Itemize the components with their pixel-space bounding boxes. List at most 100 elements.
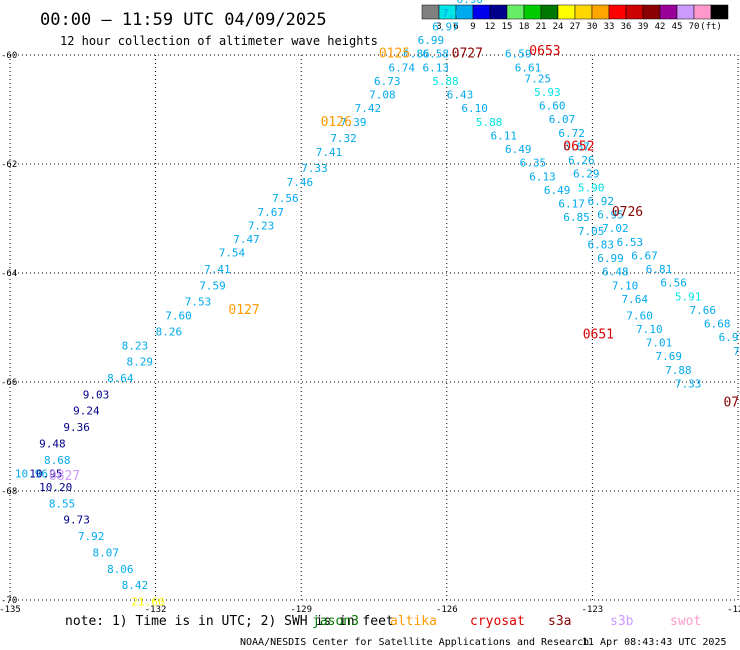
y-tick-label: -70 [1,596,17,606]
wave-height-point: 6.92 [588,195,615,208]
wave-height-point: 6.74 [389,61,416,74]
wave-height-point: 10.20 [39,481,72,494]
y-tick-label: -68 [1,487,17,497]
wave-height-point: 7.56 [272,192,299,205]
colorbar-swatch [506,4,525,20]
wave-height-point: 6.60 [539,100,566,113]
colorbar-label: 12 [485,22,496,32]
wave-height-point: 6.97 [432,20,459,33]
wave-height-point: 7.69 [655,350,682,363]
wave-height-point: 6.26 [568,154,595,167]
wave-height-point: 8.26 [156,326,183,339]
colorbar-swatch [676,4,695,20]
wave-height-point: 8.29 [126,356,153,369]
colorbar-label: 36 [621,22,632,32]
wave-height-point: 8.68 [44,454,70,467]
wave-height-point: 6.13 [423,61,450,74]
colorbar-label: 30 [587,22,598,32]
wave-height-point: 6.58 [423,48,450,61]
wave-height-point: 7.09 [442,7,469,20]
wave-height-point: 10.95 [29,467,62,480]
satellite-legend-item: cryosat [470,614,525,629]
wave-height-point: 6.95 [597,209,624,222]
wave-height-point: 9.73 [63,514,90,527]
wave-height-point: 6.85 [563,211,590,224]
wave-height-point: 5.88 [476,116,503,129]
wave-height-point: 6.29 [573,168,600,181]
pass-time-label: 0126 [321,115,352,130]
wave-height-point: 7.32 [330,132,357,145]
note-text: note: 1) Time is in UTC; 2) SWH is in fe… [65,614,394,629]
wave-height-point: 7.60 [165,309,192,322]
track-cryosat-0727: 6.586.135.886.436.105.886.116.496.356.13… [423,48,702,391]
wave-height-point: 8.07 [93,546,120,559]
track-altika-0125: 10.968.68 9.48 9.36 9.24 9.03 8.64 8.29 8.23 8.2… [15,0,484,480]
wave-height-point: 6.72 [558,127,585,140]
wave-height-point: 6.81 [646,263,673,276]
colorbar-label: 39 [638,22,649,32]
pass-time-label: 0651 [583,327,614,342]
wave-height-point: 6.59 [505,48,532,61]
wave-height-point: 6.35 [520,157,547,170]
wave-height-point: 8.64 [107,372,134,385]
wave-height-point: 7.67 [258,206,285,219]
wave-height-point: 7.42 [355,102,382,115]
wave-height-point: 7.25 [524,72,551,85]
wave-height-point: 6.97 [719,331,740,344]
wave-height-point: 7.47 [233,233,260,246]
pass-time-label: 0723 [723,396,740,411]
colorbar-swatch [625,4,644,20]
wave-height-point: 6.99 [418,34,445,47]
y-tick-label: -60 [1,51,17,61]
wave-height-point: 5.93 [534,86,561,99]
colorbar-label: (ft) [700,22,722,32]
x-tick-label: -120 [727,605,740,615]
colorbar-swatch [574,4,593,20]
colorbar-swatch [523,4,542,20]
wave-height-point: 7.10 [612,279,639,292]
wave-height-point: 7.88 [665,364,692,377]
wave-height-point: 7.10 [636,323,663,336]
pass-time-label: 0727 [452,47,483,62]
wave-height-point: 7.23 [248,219,275,232]
wave-height-point: 6.68 [704,318,731,331]
colorbar-label: 33 [604,22,615,32]
colorbar-label: 15 [502,22,513,32]
pass-time-label: 0125 [379,47,410,62]
satellite-legend-item: s3a [548,614,571,629]
wave-height-point: 6.11 [490,129,516,142]
credit-left: NOAA/NESDIS Center for Satellite Applica… [240,637,589,648]
colorbar-swatch [421,4,440,20]
wave-height-point: 7.41 [316,146,343,159]
wave-height-point: 7.08 [369,89,396,102]
chart-title: 00:00 – 11:59 UTC 04/09/2025 [40,10,327,30]
wave-height-point: 6.90 [457,0,484,6]
wave-height-point: 5.88 [432,75,459,88]
wave-height-point: 6.49 [505,143,532,156]
wave-height-point: 6.53 [617,236,644,249]
colorbar-label: 18 [519,22,530,32]
wave-height-point: 7.46 [287,176,314,189]
colorbar-label: 6 [453,22,458,32]
wave-height-point: 6.67 [631,249,658,262]
colorbar-swatch [659,4,678,20]
wave-height-point: 7.33 [675,377,702,390]
plot-area [10,55,738,600]
wave-height-point: 7.66 [689,304,716,317]
wave-height-point: 8.55 [49,497,76,510]
wave-height-point: 7.41 [204,263,231,276]
credit-right: 11 Apr 08:43:43 UTC 2025 [582,637,727,648]
wave-height-point: 8.06 [107,563,134,576]
track-cryosat-0653: 6.596.617.255.936.606.076.726.876.266.29… [505,48,740,358]
satellite-legend-item: altika [390,614,437,629]
y-tick-label: -66 [1,378,17,388]
x-axis-ticks: -135 -132 -129 -126 -123 -120 [0,605,740,615]
wave-height-point: 7.59 [199,279,226,292]
y-axis-ticks: -60 -62 -64 -66 -68 -70 [1,51,17,606]
wave-height-point: 7.64 [622,293,649,306]
wave-height-points: 10.968.68 9.48 9.36 9.24 9.03 8.64 8.29 8.23 8.2… [15,0,740,608]
wave-height-point: 9.36 [63,421,90,434]
wave-height-point: 7.02 [602,222,629,235]
satellite-legend-item: jason3 [312,614,359,629]
